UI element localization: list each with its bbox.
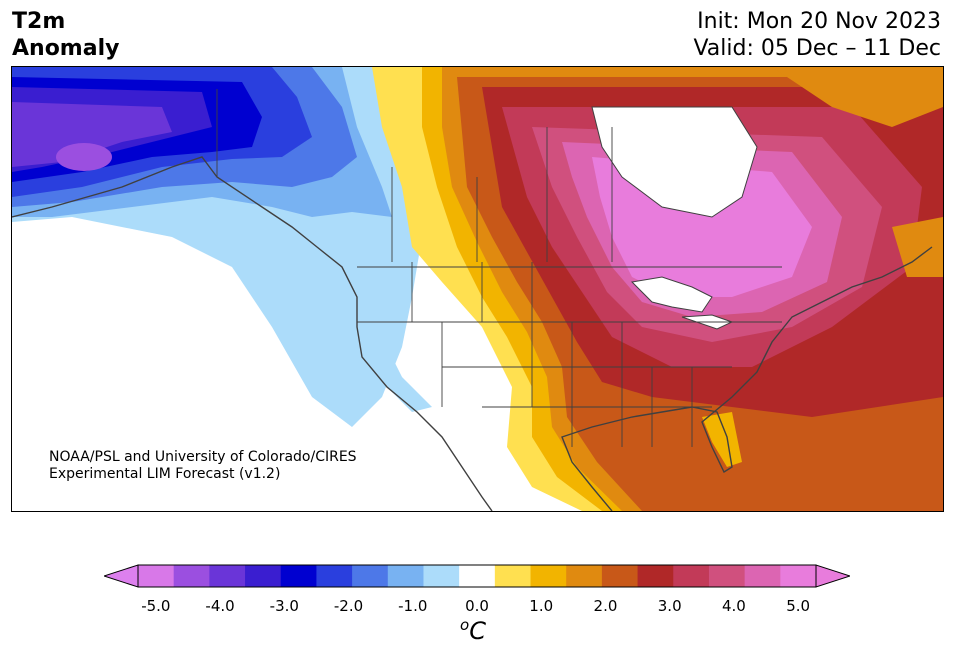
credit-line-1: NOAA/PSL and University of Colorado/CIRE… (49, 449, 357, 465)
colorbar-under-arrow (104, 564, 139, 588)
colorbar-segment (744, 565, 781, 587)
colorbar-segment (209, 565, 246, 587)
valid-range: Valid: 05 Dec – 11 Dec (693, 36, 941, 61)
cold-band-7 (12, 102, 172, 167)
colorbar-segment (566, 565, 603, 587)
colorbar-segment (673, 565, 710, 587)
colorbar-tick-label: -4.0 (205, 597, 235, 615)
colorbar-tick-label: 5.0 (786, 597, 811, 615)
map-svg (12, 67, 943, 511)
colorbar-tick-label: 1.0 (529, 597, 554, 615)
colorbar (104, 564, 850, 588)
colorbar-tick-label: 0.0 (465, 597, 489, 615)
cold-band-8 (56, 143, 112, 171)
coastline (12, 156, 933, 511)
init-date: Init: Mon 20 Nov 2023 (697, 9, 941, 34)
colorbar-unit: oC (460, 616, 486, 645)
colorbar-segment (637, 565, 674, 587)
unit-letter: C (469, 617, 486, 645)
cold-west-coast (352, 317, 432, 412)
colorbar-tick-label: -2.0 (333, 597, 364, 615)
title-line-2: Anomaly (12, 36, 120, 61)
labrador-warm (892, 217, 943, 277)
colorbar-segment (352, 565, 389, 587)
colorbar-outline (137, 564, 817, 588)
borders (216, 89, 782, 447)
credit-text: NOAA/PSL and University of Colorado/CIRE… (49, 449, 357, 483)
colorbar-segment (459, 565, 496, 587)
anomaly-map (11, 66, 944, 512)
forecast-dates: Init: Mon 20 Nov 2023 Valid: 05 Dec – 11… (693, 8, 941, 62)
colorbar-segments (138, 565, 817, 587)
arctic-warm (772, 67, 943, 127)
colorbar-tick-label: 3.0 (657, 597, 682, 615)
unit-degree-symbol: o (460, 616, 470, 634)
colorbar-segment (780, 565, 817, 587)
colorbar-segment (601, 565, 639, 587)
colorbar-over-arrow (815, 564, 850, 588)
colorbar-segment (494, 565, 532, 587)
colorbar-segment (173, 565, 210, 587)
credit-line-2: Experimental LIM Forecast (v1.2) (49, 466, 281, 482)
hudson-bay (591, 106, 758, 218)
colorbar-segment (138, 565, 175, 587)
colorbar-segment (530, 565, 567, 587)
title-line-1: T2m (12, 9, 66, 34)
colorbar-segment (387, 565, 424, 587)
florida-warm (702, 412, 742, 467)
colorbar-ticks: -5.0 -4.0 -3.0 -2.0 -1.0 0.0 1.0 2.0 3.0 4.0 5.0 (0, 597, 953, 617)
colorbar-segment (708, 565, 746, 587)
colorbar-tick-label: -1.0 (398, 597, 428, 615)
colorbar-tick-label: 2.0 (593, 597, 618, 615)
colorbar-segment (316, 565, 353, 587)
colorbar-tick-label: -3.0 (269, 597, 299, 615)
map-title: T2m Anomaly (12, 8, 119, 62)
colorbar-tick-label: 4.0 (721, 597, 746, 615)
colorbar-segment (245, 565, 282, 587)
colorbar-tick-label: -5.0 (141, 597, 171, 615)
colorbar-segment (280, 565, 317, 587)
colorbar-segment (423, 565, 460, 587)
